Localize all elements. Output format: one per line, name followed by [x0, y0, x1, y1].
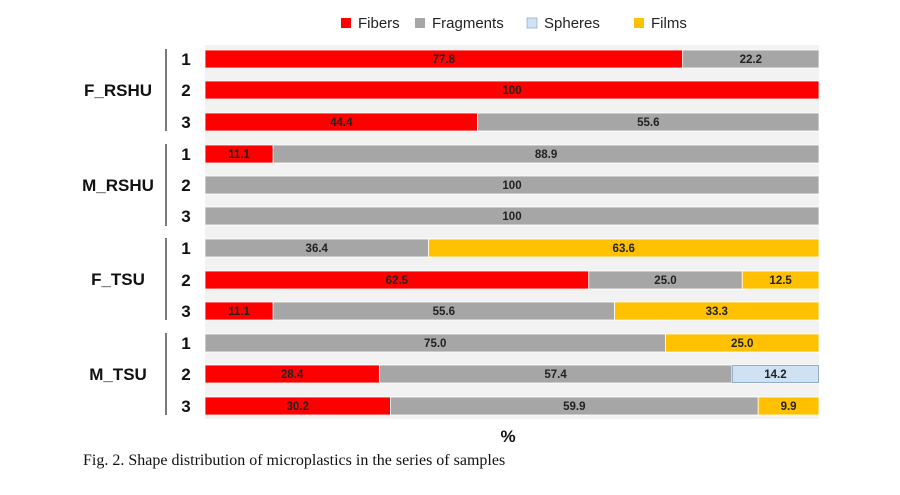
data-label-m-tsu-3-fragments: 59.9 — [563, 401, 585, 413]
data-label-f-tsu-3-fragments: 55.6 — [433, 306, 455, 318]
group-label-f-tsu: F_TSU — [91, 270, 145, 289]
bar-m-rshu-1-fragments — [272, 144, 820, 164]
bar-m-tsu-3-films — [757, 396, 820, 416]
data-label-m-rshu-3-fragments: 100 — [502, 211, 521, 223]
row-label-m-rshu-2: 2 — [181, 176, 190, 195]
row-label-m-tsu-3: 3 — [181, 397, 190, 416]
legend-swatch-films — [634, 18, 644, 28]
figure-caption: Fig. 2. Shape distribution of microplast… — [83, 452, 506, 469]
row-label-f-rshu-3: 3 — [181, 113, 190, 132]
data-label-f-rshu-2-fibers: 100 — [502, 85, 521, 97]
group-label-m-tsu: M_TSU — [89, 365, 147, 384]
plot-background — [205, 45, 819, 419]
data-label-f-tsu-1-fragments: 36.4 — [306, 243, 329, 255]
data-label-m-rshu-1-fragments: 88.9 — [535, 149, 557, 161]
row-label-m-rshu-3: 3 — [181, 207, 190, 226]
bar-f-rshu-3-fragments — [477, 112, 820, 132]
data-label-f-rshu-1-fragments: 22.2 — [740, 54, 762, 66]
legend-swatch-spheres — [526, 17, 538, 29]
legend-swatch-fragments — [415, 18, 425, 28]
row-label-f-tsu-2: 2 — [181, 271, 190, 290]
data-label-f-tsu-2-films: 12.5 — [769, 275, 792, 287]
bar-f-tsu-1-films — [428, 238, 820, 258]
data-label-f-rshu-3-fibers: 44.4 — [330, 117, 353, 129]
legend-label-spheres: Spheres — [544, 15, 600, 32]
row-label-f-rshu-1: 1 — [181, 50, 190, 69]
row-label-f-tsu-1: 1 — [181, 239, 190, 258]
data-label-m-tsu-2-spheres: 14.2 — [764, 369, 786, 381]
data-label-m-rshu-2-fragments: 100 — [502, 180, 521, 192]
data-label-f-tsu-3-films: 33.3 — [706, 306, 728, 318]
data-label-m-rshu-1-fibers: 11.1 — [228, 149, 250, 161]
legend-swatch-fibers — [341, 18, 351, 28]
row-label-m-tsu-2: 2 — [181, 365, 190, 384]
data-label-f-tsu-3-fibers: 11.1 — [228, 306, 250, 318]
data-label-m-tsu-1-films: 25.0 — [731, 338, 753, 350]
row-label-m-rshu-1: 1 — [181, 145, 190, 164]
data-label-m-tsu-3-films: 9.9 — [781, 401, 797, 413]
group-label-f-rshu: F_RSHU — [84, 81, 152, 100]
plot-area: 77.8 22.2 100 44.4 55.6 11.1 88.9 100 100 36.4 63.… — [204, 45, 820, 419]
legend-label-fibers: Fibers — [358, 15, 400, 32]
data-label-f-rshu-3-fragments: 55.6 — [637, 117, 659, 129]
data-label-f-tsu-2-fibers: 62.5 — [386, 275, 409, 287]
row-label-m-tsu-1: 1 — [181, 334, 190, 353]
data-label-f-tsu-2-fragments: 25.0 — [654, 275, 676, 287]
x-axis-title: % — [500, 427, 515, 446]
bar-m-tsu-1-films — [665, 333, 820, 353]
bar-f-rshu-1-fragments — [682, 49, 820, 69]
row-label-f-rshu-2: 2 — [181, 81, 190, 100]
bar-outline-m-tsu-2-spheres — [731, 365, 819, 383]
bar-f-tsu-3-films — [614, 301, 820, 321]
data-label-f-rshu-1-fibers: 77.8 — [433, 54, 456, 66]
axis-labels: F_RSHU 1 2 3 M_RSHU 1 2 3 F_TSU 1 2 3 M_TSU 1 2 3 — [82, 49, 191, 416]
data-label-m-tsu-1-fragments: 75.0 — [424, 338, 446, 350]
group-label-m-rshu: M_RSHU — [82, 176, 154, 195]
legend-label-films: Films — [651, 15, 687, 32]
data-label-m-tsu-3-fibers: 30.2 — [287, 401, 309, 413]
bar-f-rshu-2-fibers — [204, 80, 820, 100]
bar-m-tsu-2-spheres — [731, 364, 820, 384]
legend-label-fragments: Fragments — [432, 15, 504, 32]
row-label-f-tsu-3: 3 — [181, 302, 190, 321]
bar-m-rshu-2-fragments — [204, 175, 820, 195]
data-label-m-tsu-2-fragments: 57.4 — [544, 369, 567, 381]
chart-legend: Fibers Fragments Spheres Films — [341, 15, 687, 32]
data-label-m-tsu-2-fibers: 28.4 — [281, 369, 304, 381]
bar-m-rshu-3-fragments — [204, 206, 820, 226]
bar-f-tsu-2-films — [741, 270, 820, 290]
data-label-f-tsu-1-films: 63.6 — [613, 243, 635, 255]
